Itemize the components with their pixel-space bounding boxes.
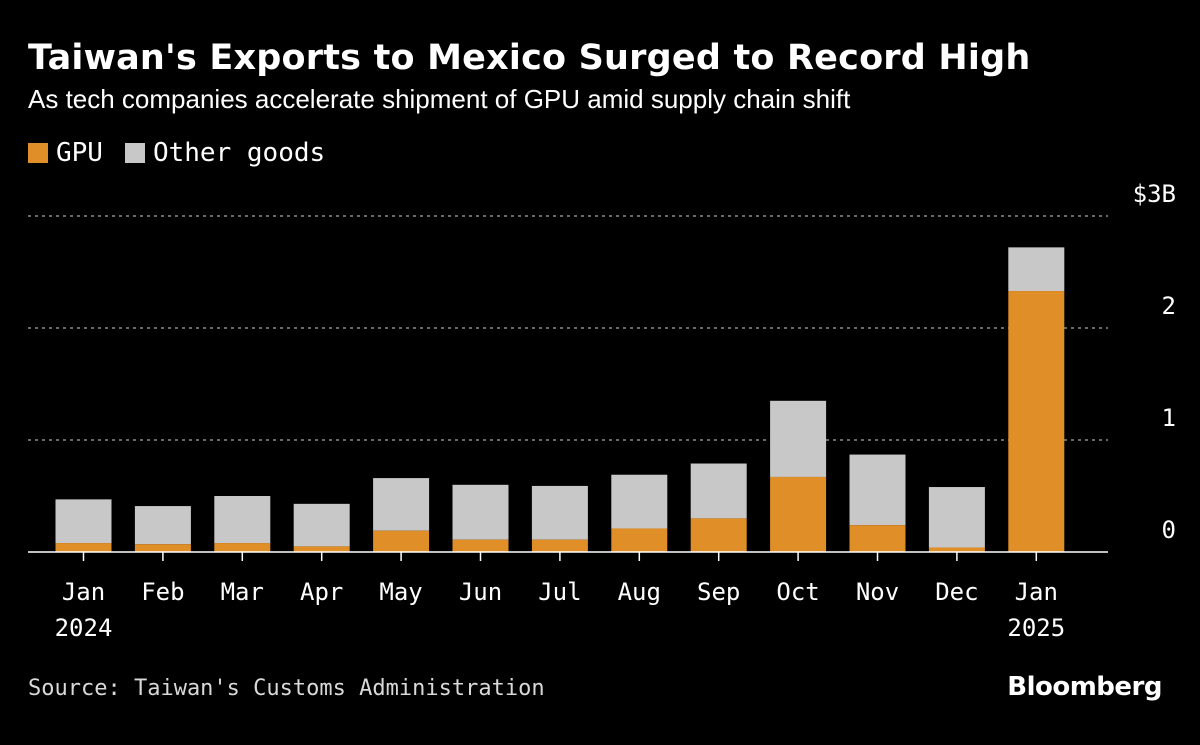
bar-gpu bbox=[214, 543, 271, 552]
x-tick-label: Nov bbox=[856, 578, 899, 606]
chart-subtitle: As tech companies accelerate shipment of… bbox=[28, 84, 851, 114]
x-tick-label: Jul bbox=[538, 578, 581, 606]
x-tick-label: Sep bbox=[697, 578, 740, 606]
bloomberg-logo: Bloomberg bbox=[1007, 672, 1162, 702]
x-tick-label: Oct bbox=[776, 578, 819, 606]
legend-label-gpu: GPU bbox=[56, 138, 103, 168]
chart-title: Taiwan's Exports to Mexico Surged to Rec… bbox=[28, 38, 1031, 78]
x-tick-label: 2025 bbox=[1007, 614, 1065, 642]
legend-item-gpu: GPU bbox=[28, 138, 103, 168]
x-tick-label: Jan bbox=[62, 578, 105, 606]
y-tick-label-3: $3B bbox=[1133, 180, 1176, 208]
bar-other-goods bbox=[611, 474, 668, 529]
bar-other-goods bbox=[293, 503, 350, 547]
bar-other-goods bbox=[928, 487, 985, 548]
x-tick-label: Jun bbox=[459, 578, 502, 606]
bar-gpu bbox=[531, 539, 588, 552]
bar-other-goods bbox=[55, 499, 112, 544]
x-tick-label: May bbox=[379, 578, 422, 606]
x-tick-label: Jan bbox=[1015, 578, 1058, 606]
bar-other-goods bbox=[1008, 247, 1065, 292]
x-tick-label: Aug bbox=[618, 578, 661, 606]
bar-gpu bbox=[452, 539, 509, 552]
bar-other-goods bbox=[849, 454, 906, 526]
legend-swatch-gpu bbox=[28, 143, 48, 163]
bar-gpu bbox=[134, 544, 191, 552]
bar-gpu bbox=[928, 547, 985, 552]
legend: GPU Other goods bbox=[28, 138, 325, 168]
bar-gpu bbox=[1008, 291, 1065, 552]
bar-gpu bbox=[55, 543, 112, 552]
source-note: Source: Taiwan's Customs Administration bbox=[28, 676, 545, 701]
bar-gpu bbox=[770, 476, 827, 552]
bar-other-goods bbox=[214, 496, 271, 544]
y-tick-label-0: 0 bbox=[1162, 516, 1176, 544]
x-tick-label: Dec bbox=[935, 578, 978, 606]
x-tick-label: 2024 bbox=[55, 614, 113, 642]
y-tick-label-1: 1 bbox=[1162, 404, 1176, 432]
legend-label-other-goods: Other goods bbox=[152, 138, 326, 168]
legend-swatch-other-goods bbox=[124, 143, 145, 163]
x-tick-label: Apr bbox=[300, 578, 343, 606]
bar-gpu bbox=[293, 546, 350, 552]
legend-item-other-goods: Other goods bbox=[124, 138, 326, 168]
bar-gpu bbox=[849, 525, 906, 552]
bar-other-goods bbox=[134, 506, 191, 545]
bar-gpu bbox=[611, 528, 668, 552]
bar-other-goods bbox=[531, 485, 588, 540]
bar-other-goods bbox=[770, 400, 827, 477]
x-tick-label: Feb bbox=[141, 578, 184, 606]
bar-other-goods bbox=[373, 478, 430, 531]
x-tick-label: Mar bbox=[221, 578, 264, 606]
bar-other-goods bbox=[452, 484, 509, 540]
bar-gpu bbox=[373, 530, 430, 552]
bar-gpu bbox=[690, 518, 747, 552]
y-tick-label-2: 2 bbox=[1162, 292, 1176, 320]
bar-other-goods bbox=[690, 463, 747, 519]
